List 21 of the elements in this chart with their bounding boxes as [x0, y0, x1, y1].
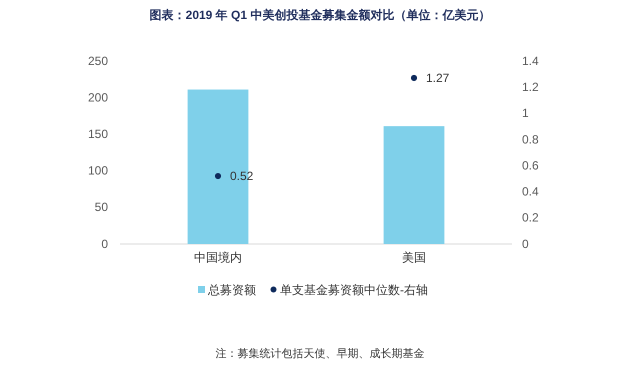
y-tick-label: 200 [88, 90, 108, 104]
y-tick-label: 150 [88, 127, 108, 142]
y-tick-label: 100 [88, 164, 108, 178]
y2-tick-label: 1.2 [522, 80, 540, 94]
y2-tick-label: 1.4 [522, 54, 540, 68]
y-tick-label: 0 [101, 236, 108, 251]
x-tick-label: 中国境内 [194, 250, 242, 265]
y2-tick-label: 0.2 [522, 210, 540, 225]
x-tick-label: 美国 [402, 250, 426, 265]
legend-label: 总募资额 [207, 283, 256, 297]
y-tick-label: 250 [88, 54, 108, 68]
text: 注：募集统计包括天使、早期、成长期基金 [216, 347, 424, 360]
y2-tick-label: 0 [522, 236, 529, 251]
y2-tick-label: 0.6 [522, 158, 540, 172]
y2-tick-label: 0.8 [522, 132, 540, 146]
legend-label: 单支基金募资额中位数-右轴 [280, 283, 428, 297]
y2-tick-label: 1 [522, 106, 529, 120]
data-label: 1.27 [426, 70, 450, 85]
y2-tick-label: 0.4 [522, 184, 540, 199]
y-tick-label: 50 [94, 200, 108, 214]
chart-title: 图表：2019 年 Q1 中美创投基金募集金额对比（单位：亿美元） [150, 8, 490, 22]
